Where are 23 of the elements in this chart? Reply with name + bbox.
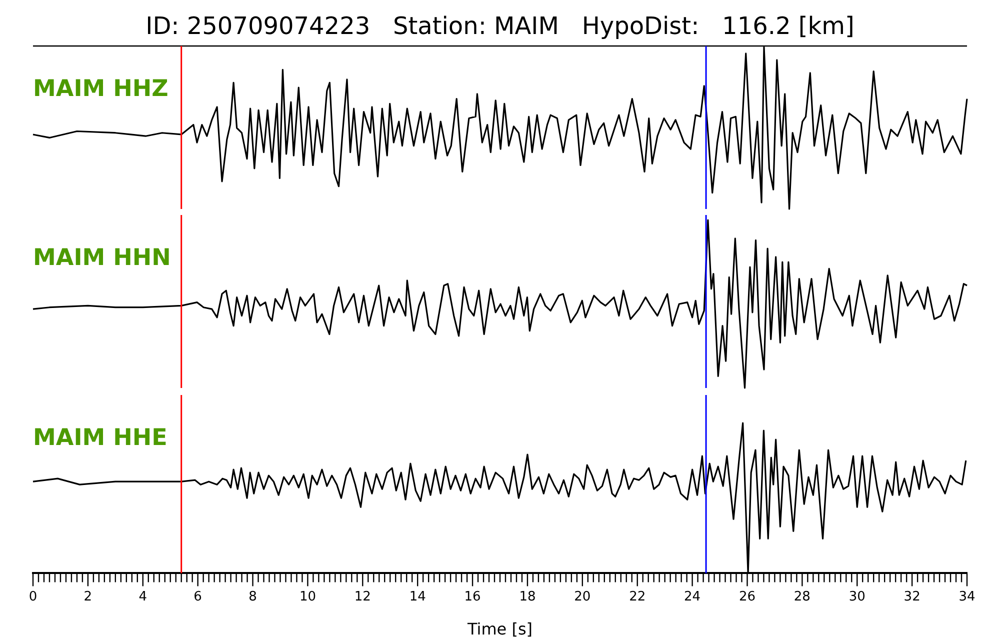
- x-tick-label: 32: [904, 589, 920, 604]
- x-tick-label: 12: [354, 589, 371, 604]
- series-label: MAIM HHN: [33, 244, 171, 271]
- x-tick-label: 24: [684, 589, 701, 604]
- x-tick-label: 22: [629, 589, 646, 604]
- x-tick-label: 26: [738, 589, 756, 604]
- series-label: MAIM HHZ: [33, 76, 168, 102]
- x-tick-label: 20: [574, 589, 591, 604]
- x-tick-label: 8: [248, 589, 257, 604]
- series-label: MAIM HHE: [33, 424, 168, 451]
- x-tick-label: 30: [848, 589, 866, 604]
- x-tick-label: 6: [194, 589, 202, 604]
- x-tick-label: 0: [28, 589, 38, 604]
- x-axis-title: Time [s]: [466, 620, 533, 639]
- x-tick-label: 4: [138, 589, 148, 604]
- x-tick-label: 2: [84, 589, 92, 604]
- x-tick-label: 18: [519, 589, 536, 604]
- x-tick-label: 34: [958, 589, 976, 604]
- x-tick-label: 16: [464, 589, 481, 604]
- x-tick-label: 10: [299, 589, 316, 604]
- x-tick-label: 28: [794, 589, 810, 604]
- chart-title: ID: 250709074223 Station: MAIM HypoDist: 116.2 [km]: [146, 12, 854, 40]
- x-tick-label: 14: [409, 589, 426, 604]
